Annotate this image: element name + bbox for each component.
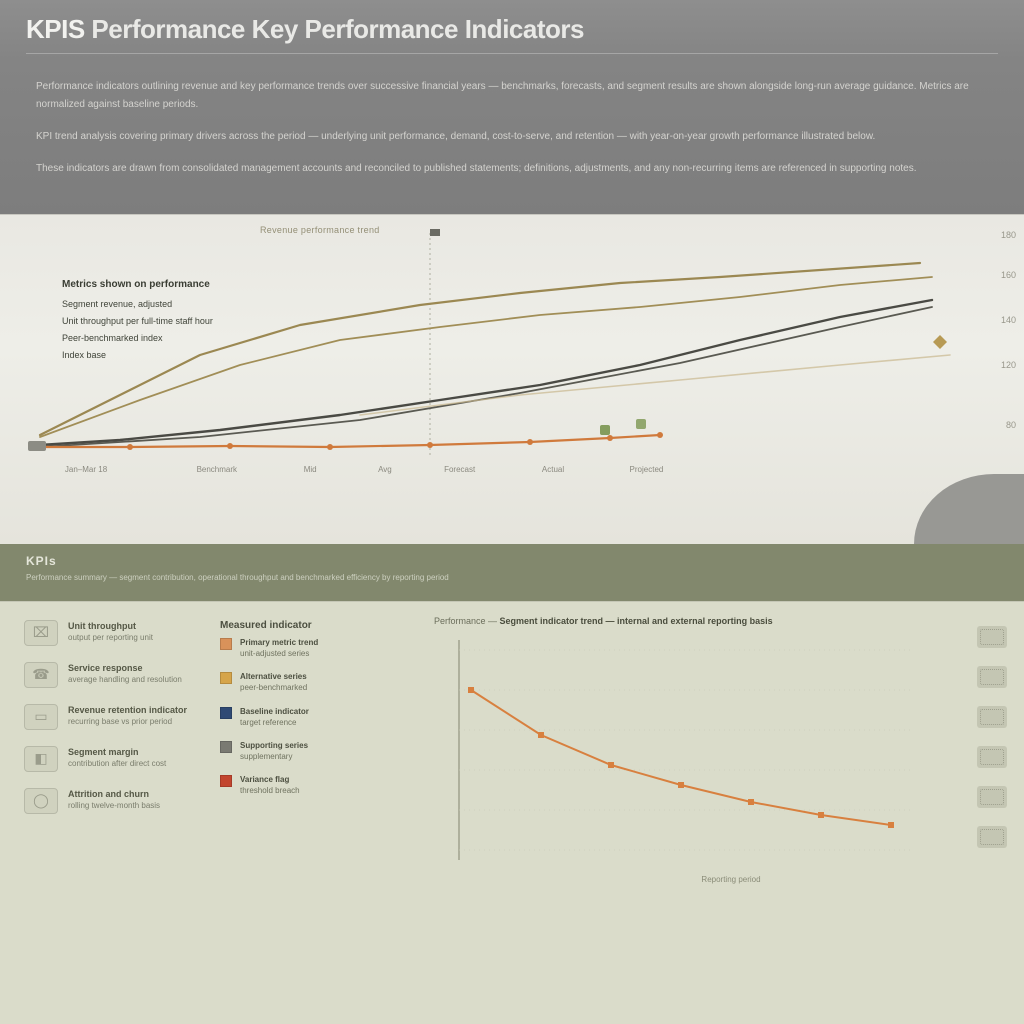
icon-text: Segment margincontribution after direct … bbox=[68, 746, 166, 770]
intro-block: Performance indicators outlining revenue… bbox=[0, 60, 1024, 214]
legend2-swatch bbox=[220, 672, 232, 684]
legend2-swatch bbox=[220, 707, 232, 719]
right-icon-column bbox=[960, 602, 1024, 1024]
icon-text: Unit throughputoutput per reporting unit bbox=[68, 620, 153, 644]
intro-para-3: These indicators are drawn from consolid… bbox=[36, 160, 988, 178]
chart1-legend: Metrics shown on performance Segment rev… bbox=[62, 275, 213, 364]
icon-text: Revenue retention indicatorrecurring bas… bbox=[68, 704, 187, 728]
right-icon bbox=[977, 786, 1007, 808]
icon-row: ◯ Attrition and churnrolling twelve-month… bbox=[24, 788, 200, 814]
legend2-item: Primary metric trendunit-adjusted series bbox=[220, 637, 390, 659]
metric-icon: ⌧ bbox=[24, 620, 58, 646]
legend2-text: Baseline indicatortarget reference bbox=[240, 706, 309, 728]
right-icon bbox=[977, 826, 1007, 848]
chart2-svg: Reporting period bbox=[404, 630, 948, 890]
intro-para-1: Performance indicators outlining revenue… bbox=[36, 78, 988, 114]
chart1-y-ticks: 180 160 140 120 80 bbox=[976, 225, 1016, 475]
chart1-x-ticks: Jan–Mar 18 Benchmark Mid Avg Forecast Actual P… bbox=[30, 465, 964, 481]
chart2-title-prefix: Performance — bbox=[434, 616, 500, 626]
right-icon bbox=[977, 706, 1007, 728]
chart1-legend-item: Unit throughput per full-time staff hour bbox=[62, 313, 213, 330]
page-title: KPIS Performance Key Performance Indicat… bbox=[26, 14, 998, 45]
y-tick-label: 140 bbox=[976, 315, 1016, 325]
y-tick-label: 180 bbox=[976, 230, 1016, 240]
legend2-swatch bbox=[220, 775, 232, 787]
icon-row: ☎ Service responseaverage handling and re… bbox=[24, 662, 200, 688]
lower-panel: ⌧ Unit throughputoutput per reporting uni… bbox=[0, 601, 1024, 1024]
intro-para-2: KPI trend analysis covering primary driv… bbox=[36, 128, 988, 146]
chart1-top-label: Revenue performance trend bbox=[260, 225, 380, 235]
legend2-text: Supporting seriessupplementary bbox=[240, 740, 308, 762]
icon-row: ◧ Segment margincontribution after direct… bbox=[24, 746, 200, 772]
icon-row: ⌧ Unit throughputoutput per reporting uni… bbox=[24, 620, 200, 646]
main-chart-panel: Revenue performance trend Metrics shown … bbox=[0, 214, 1024, 544]
legend2-item: Baseline indicatortarget reference bbox=[220, 706, 390, 728]
legend2-swatch bbox=[220, 741, 232, 753]
chart1-legend-title: Metrics shown on performance bbox=[62, 275, 213, 294]
icon-row: ▭ Revenue retention indicatorrecurring ba… bbox=[24, 704, 200, 730]
legend2-text: Alternative seriespeer-benchmarked bbox=[240, 671, 307, 693]
chart1-legend-item: Index base bbox=[62, 347, 213, 364]
title-prefix: KPIS bbox=[26, 14, 91, 44]
legend2-text: Primary metric trendunit-adjusted series bbox=[240, 637, 318, 659]
header-band: KPIS Performance Key Performance Indicat… bbox=[0, 0, 1024, 60]
separator-caption: Performance summary — segment contributi… bbox=[26, 572, 998, 585]
separator-title: KPIs bbox=[26, 554, 998, 568]
legend2-item: Variance flagthreshold breach bbox=[220, 774, 390, 796]
right-icon bbox=[977, 746, 1007, 768]
x-tick-label: Projected bbox=[630, 465, 664, 474]
legend2-title: Measured indicator bbox=[220, 620, 390, 631]
chart2-title: Performance — Segment indicator trend — … bbox=[404, 616, 948, 626]
metric-icon: ◯ bbox=[24, 788, 58, 814]
legend2-item: Alternative seriespeer-benchmarked bbox=[220, 671, 390, 693]
chart2-column: Performance — Segment indicator trend — … bbox=[400, 602, 960, 1024]
x-tick-label: Forecast bbox=[444, 465, 475, 474]
separator-band: KPIs Performance summary — segment contr… bbox=[0, 544, 1024, 601]
title-main: Performance Key Performance Indicators bbox=[91, 14, 584, 44]
y-tick-label: 160 bbox=[976, 270, 1016, 280]
x-tick-label: Benchmark bbox=[197, 465, 237, 474]
right-icon bbox=[977, 626, 1007, 648]
x-tick-label: Mid bbox=[304, 465, 317, 474]
chart1-legend-item: Segment revenue, adjusted bbox=[62, 296, 213, 313]
title-rule bbox=[26, 53, 998, 54]
metric-icon: ◧ bbox=[24, 746, 58, 772]
icon-column: ⌧ Unit throughputoutput per reporting uni… bbox=[0, 602, 210, 1024]
metric-icon: ▭ bbox=[24, 704, 58, 730]
y-tick-label: 120 bbox=[976, 360, 1016, 370]
icon-text: Attrition and churnrolling twelve-month … bbox=[68, 788, 160, 812]
legend2-column: Measured indicator Primary metric trendu… bbox=[210, 602, 400, 1024]
legend2-text: Variance flagthreshold breach bbox=[240, 774, 300, 796]
legend2-swatch bbox=[220, 638, 232, 650]
x-tick-label: Jan–Mar 18 bbox=[65, 465, 107, 474]
chart2-title-bold: Segment indicator trend — internal and e… bbox=[500, 616, 773, 626]
y-tick-label: 80 bbox=[976, 420, 1016, 430]
svg-text:Reporting period: Reporting period bbox=[701, 875, 760, 884]
x-tick-label: Avg bbox=[378, 465, 392, 474]
chart1-legend-item: Peer-benchmarked index bbox=[62, 330, 213, 347]
right-icon bbox=[977, 666, 1007, 688]
x-tick-label: Actual bbox=[542, 465, 564, 474]
legend2-item: Supporting seriessupplementary bbox=[220, 740, 390, 762]
metric-icon: ☎ bbox=[24, 662, 58, 688]
icon-text: Service responseaverage handling and res… bbox=[68, 662, 182, 686]
